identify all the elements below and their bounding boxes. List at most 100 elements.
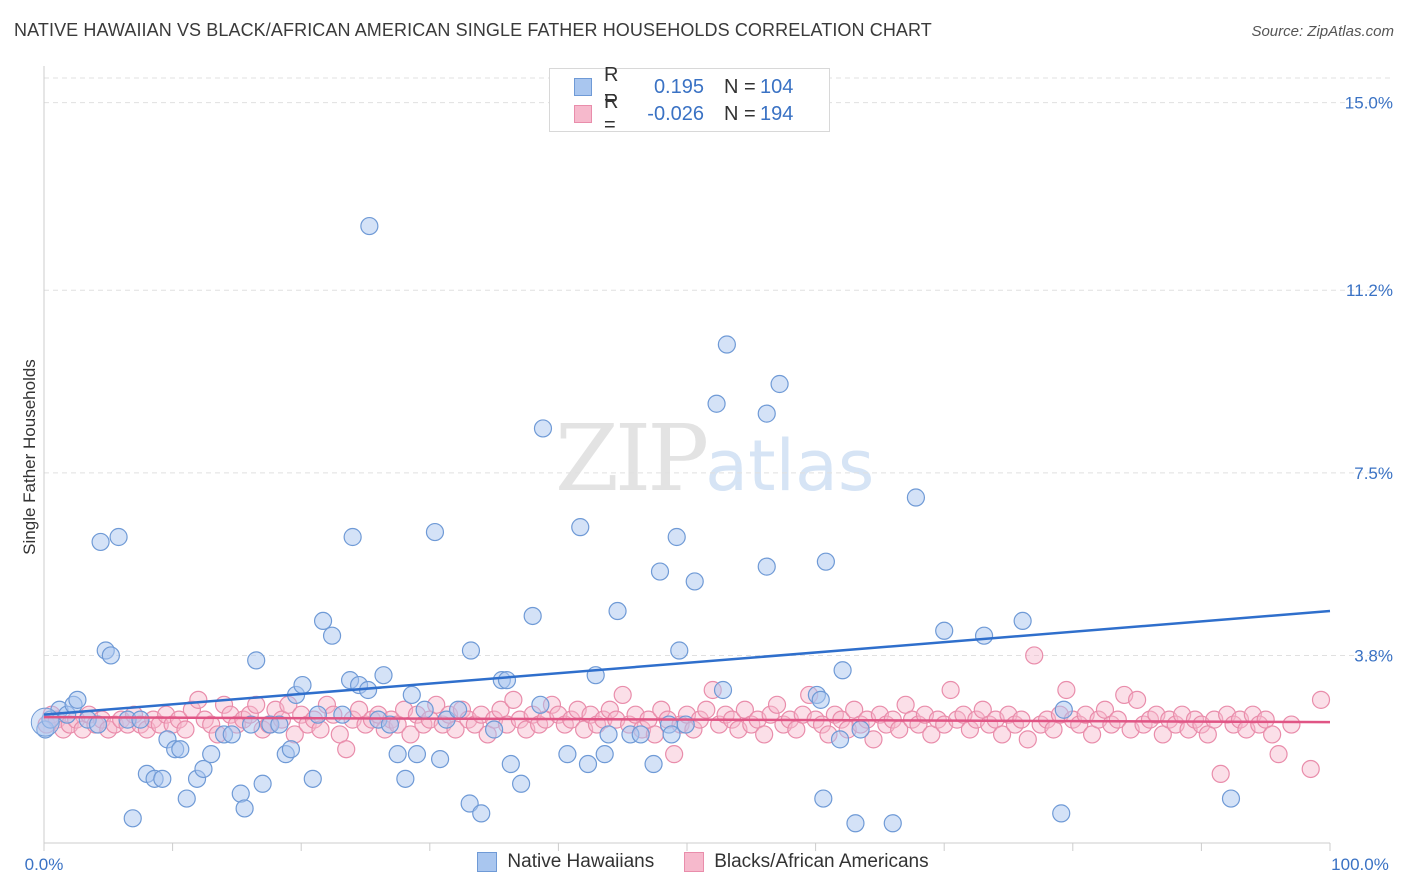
legend-item-native-hawaiians[interactable]: Native Hawaiians [477,851,654,873]
r-label: R = [604,64,619,109]
data-point-native-hawaiians [222,725,241,744]
data-point-native-hawaiians [360,216,379,236]
watermark-atlas: atlas [705,425,875,507]
data-point-native-hawaiians [717,335,736,354]
data-point-native-hawaiians [811,690,830,709]
data-point-native-hawaiians [322,626,342,645]
data-point-native-hawaiians [650,562,670,581]
data-point-native-hawaiians [430,749,450,769]
data-point-native-hawaiians [123,809,142,828]
n-label: N = [724,75,756,98]
data-point-native-hawaiians [571,518,590,537]
data-point-native-hawaiians [501,754,520,774]
r-value: -0.026 [647,102,704,125]
data-point-native-hawaiians [91,532,110,552]
data-point-native-hawaiians [460,794,479,813]
data-point-native-hawaiians [461,641,481,660]
source-label: Source: ZipAtlas.com [1251,23,1394,40]
data-point-native-hawaiians [68,690,87,709]
data-point-native-hawaiians [662,725,681,744]
data-point-native-hawaiians [816,552,835,571]
stats-legend: R = 0.195 N = 104 R = -0.026 N = 194 [549,64,830,136]
watermark-zip: ZIP [555,405,709,512]
data-point-native-hawaiians [667,527,686,547]
data-point-native-hawaiians [833,661,852,680]
data-point-native-hawaiians [846,814,865,833]
trend-line-native-hawaiians [43,609,1331,716]
data-point-native-hawaiians [935,621,954,640]
data-point-native-hawaiians [231,784,250,803]
data-point-native-hawaiians [599,725,618,744]
data-point-native-hawaiians [247,651,266,670]
data-point-native-hawaiians [1052,804,1071,823]
data-point-blacks [1057,680,1076,700]
blue-swatch [574,78,592,96]
legend-item-blacks[interactable]: Blacks/African Americans [684,851,929,873]
data-point-native-hawaiians [830,730,850,749]
data-point-native-hawaiians [396,769,415,788]
data-point-native-hawaiians [523,606,542,626]
data-point-blacks [401,725,420,744]
y-tick-label: 15.0% [1345,94,1393,113]
data-point-blacks [1301,759,1320,779]
data-point-native-hawaiians [131,710,150,729]
data-point-native-hawaiians [415,700,434,719]
data-point-blacks [150,715,169,734]
stats-row-native-hawaiians: R = 0.195 N = 104 [574,64,793,109]
data-point-blacks [755,725,774,744]
data-point-blacks [1018,730,1037,749]
data-point-native-hawaiians [770,374,789,394]
data-point-native-hawaiians [281,740,301,759]
data-point-native-hawaiians [313,611,333,631]
data-point-native-hawaiians [670,641,689,660]
data-point-native-hawaiians [851,720,870,739]
y-tick-label: 11.2% [1346,281,1393,300]
data-point-native-hawaiians [407,745,427,764]
data-point-native-hawaiians [631,725,650,744]
y-tick-label: 3.8% [1354,646,1393,665]
data-point-native-hawaiians [388,745,407,764]
trend-line-blacks [43,715,1331,724]
data-point-blacks [189,690,208,709]
series-legend: Native Hawaiians Blacks/African American… [0,851,1406,873]
data-point-native-hawaiians [88,715,108,734]
data-point-blacks [465,715,484,734]
data-point-native-hawaiians [608,601,627,621]
data-point-native-hawaiians [974,626,994,645]
legend-label: Blacks/African Americans [714,851,929,872]
data-point-native-hawaiians [1054,700,1073,719]
data-point-native-hawaiians [472,804,491,823]
data-point-blacks [1012,710,1031,729]
data-point-native-hawaiians [1013,611,1032,631]
data-point-native-hawaiians [883,814,902,833]
data-point-native-hawaiians [177,789,196,808]
data-point-native-hawaiians [202,745,221,764]
n-label: N = [724,102,756,125]
data-point-native-hawaiians [512,774,531,793]
data-point-native-hawaiians [485,720,504,739]
data-point-blacks [202,715,221,734]
data-point-native-hawaiians [531,695,550,714]
data-point-native-hawaiians [497,671,517,690]
y-axis-title: Single Father Households [20,359,39,555]
data-point-blacks [941,680,960,700]
data-point-native-hawaiians [374,666,393,685]
pink-swatch [574,105,592,123]
data-point-native-hawaiians [1221,789,1241,808]
data-point-blacks [665,745,684,764]
data-point-native-hawaiians [757,404,776,423]
data-point-native-hawaiians [906,488,926,507]
data-point-native-hawaiians [757,557,776,576]
n-value: 194 [760,102,794,125]
data-point-blacks [247,695,266,714]
data-point-native-hawaiians [303,769,322,788]
data-point-blacks [176,720,195,739]
data-point-native-hawaiians [153,769,172,788]
data-point-blacks [652,700,671,719]
data-point-native-hawaiians [343,527,362,547]
data-point-native-hawaiians [171,740,190,759]
blue-swatch [477,852,498,872]
data-point-native-hawaiians [270,715,289,734]
data-point-blacks [992,725,1012,744]
